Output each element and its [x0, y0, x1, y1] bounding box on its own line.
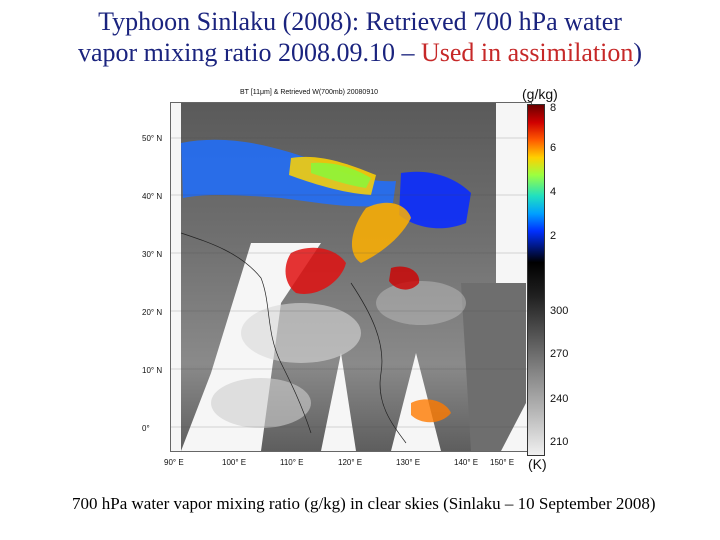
- lon-label: 100° E: [222, 458, 247, 467]
- wv-region-green: [311, 162, 371, 188]
- colorbar-tick: 6: [550, 142, 557, 154]
- colorbar-tick: 8: [550, 102, 557, 114]
- lat-label: 0°: [142, 424, 150, 433]
- colorbar-tick: 240: [550, 393, 569, 405]
- slide-title: Typhoon Sinlaku (2008): Retrieved 700 hP…: [0, 6, 720, 68]
- lat-label: 30° N: [142, 250, 163, 259]
- lon-label: 90° E: [164, 458, 184, 467]
- lon-label: 140° E: [454, 458, 479, 467]
- cloud-patch: [241, 303, 361, 363]
- colorbar-tick: 2: [550, 230, 557, 242]
- slide-title-highlight: Used in assimilation: [421, 38, 634, 67]
- lon-label: 110° E: [280, 458, 304, 467]
- satellite-map: [170, 102, 532, 452]
- wv-region-south: [411, 399, 451, 423]
- slide-title-line-2: vapor mixing ratio 2008.09.10 – Used in …: [0, 37, 720, 68]
- colorbar: [527, 104, 545, 456]
- cloud-patch: [211, 378, 311, 428]
- coastline: [350, 282, 407, 444]
- lat-label: 40° N: [142, 192, 163, 201]
- cloud-patch: [376, 281, 466, 325]
- swath-3: [461, 283, 526, 451]
- satellite-figure: BT [11μm] & Retrieved W(700mb) 20080910: [140, 82, 580, 474]
- figure-inner-title: BT [11μm] & Retrieved W(700mb) 20080910: [240, 89, 379, 96]
- lat-label: 20° N: [142, 308, 163, 317]
- slide-title-line-1: Typhoon Sinlaku (2008): Retrieved 700 hP…: [98, 7, 622, 36]
- colorbar-tick: 300: [550, 305, 569, 317]
- colorbar-unit-bottom: (K): [528, 456, 547, 472]
- lat-label: 10° N: [142, 366, 163, 375]
- wv-region-blue: [399, 171, 471, 229]
- figure-caption: 700 hPa water vapor mixing ratio (g/kg) …: [72, 494, 656, 513]
- lon-label: 120° E: [338, 458, 363, 467]
- satellite-map-image: [171, 103, 531, 451]
- colorbar-tick: 270: [550, 348, 569, 360]
- colorbar-tick: 4: [550, 186, 557, 198]
- slide-title-line-2-main: vapor mixing ratio 2008.09.10 –: [77, 38, 421, 67]
- graticule: [171, 137, 531, 428]
- lon-label: 130° E: [396, 458, 421, 467]
- wv-region-typhoon-arm: [351, 202, 411, 263]
- colorbar-unit-top: (g/kg): [522, 86, 558, 102]
- lat-label: 50° N: [142, 134, 163, 143]
- colorbar-tick: 210: [550, 436, 569, 448]
- slide-title-line-2-end: ): [633, 38, 642, 67]
- wv-region-red-small: [389, 266, 420, 290]
- lon-label: 150° E: [490, 458, 515, 467]
- coastline: [180, 232, 312, 434]
- wv-region-red: [285, 247, 346, 294]
